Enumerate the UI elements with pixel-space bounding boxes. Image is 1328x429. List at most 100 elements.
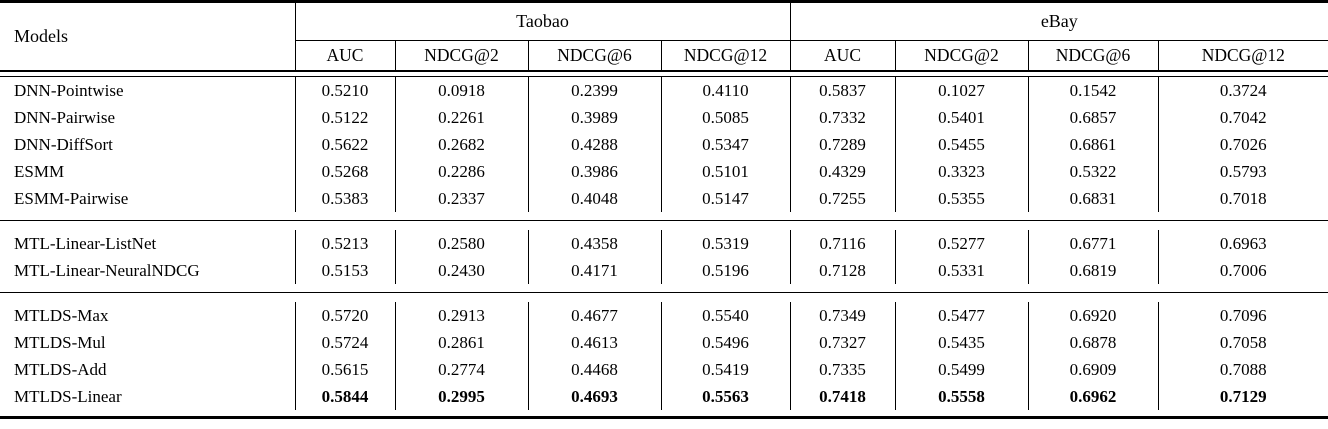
metric-value: 0.5540	[660, 302, 791, 329]
metric-value: 0.7116	[789, 230, 896, 257]
metric-value: 0.5477	[894, 302, 1029, 329]
metric-value: 0.7255	[789, 185, 896, 212]
metric-value: 0.6857	[1027, 104, 1159, 131]
metric-value: 0.7418	[789, 383, 896, 410]
metric-value: 0.5147	[660, 185, 791, 212]
metric-value: 0.5085	[660, 104, 791, 131]
metric-value: 0.6771	[1027, 230, 1159, 257]
metric-value: 0.7042	[1157, 104, 1328, 131]
metric-value: 0.1027	[894, 76, 1029, 104]
section-rule	[0, 220, 1328, 230]
metric-value: 0.6909	[1027, 356, 1159, 383]
table-row: MTLDS-Max 0.5720 0.2913 0.4677 0.5540 0.7349 0…	[0, 302, 1328, 329]
metric-value: 0.5153	[294, 257, 395, 284]
model-name: DNN-DiffSort	[14, 134, 113, 154]
metric-value: 0.2995	[394, 383, 528, 410]
metric-value: 0.1542	[1027, 76, 1159, 104]
metric-value: 0.7128	[789, 257, 896, 284]
model-name: DNN-Pairwise	[14, 107, 116, 127]
metric-value: 0.2861	[394, 329, 528, 356]
section-separator	[0, 212, 1328, 230]
metric-value: 0.7026	[1157, 131, 1328, 158]
table-row: MTLDS-Add 0.5615 0.2774 0.4468 0.5419 0.7335 0…	[0, 356, 1328, 383]
section-rule	[0, 292, 1328, 302]
metric-value: 0.7335	[789, 356, 896, 383]
model-name: ESMM	[14, 161, 65, 181]
metric-value: 0.5558	[894, 383, 1029, 410]
metric-value: 0.7096	[1157, 302, 1328, 329]
metric-value: 0.2337	[394, 185, 528, 212]
metric-value: 0.4288	[527, 131, 661, 158]
metric-value: 0.5724	[294, 329, 395, 356]
metric-value: 0.5563	[660, 383, 791, 410]
metric-value: 0.3986	[527, 158, 661, 185]
column-header-auc: AUC	[789, 40, 896, 71]
metric-value: 0.4677	[527, 302, 661, 329]
metric-value: 0.5213	[294, 230, 395, 257]
table-section: DNN-Pointwise 0.5210 0.0918 0.2399 0.4110 0.5…	[0, 76, 1328, 212]
section-separator	[0, 284, 1328, 302]
metric-value: 0.6878	[1027, 329, 1159, 356]
table-section: MTLDS-Max 0.5720 0.2913 0.4677 0.5540 0.7349 0…	[0, 302, 1328, 410]
model-name: MTLDS-Mul	[14, 332, 106, 352]
metric-value: 0.7018	[1157, 185, 1328, 212]
column-header-auc: AUC	[294, 40, 395, 71]
table-row: ESMM-Pairwise 0.5383 0.2337 0.4048 0.5147 0.7…	[0, 185, 1328, 212]
metric-value: 0.4048	[527, 185, 661, 212]
column-header-ndcg-6: NDCG@6	[1027, 40, 1159, 71]
group-header-ebay: eBay	[789, 1, 1328, 41]
metric-value: 0.5837	[789, 76, 896, 104]
metric-value: 0.7289	[789, 131, 896, 158]
metric-value: 0.2774	[394, 356, 528, 383]
metric-value: 0.5720	[294, 302, 395, 329]
metric-value: 0.5319	[660, 230, 791, 257]
metric-value: 0.5210	[294, 76, 395, 104]
table-section: MTL-Linear-ListNet 0.5213 0.2580 0.4358 0.53…	[0, 230, 1328, 284]
metric-value: 0.7349	[789, 302, 896, 329]
metric-value: 0.0918	[394, 76, 528, 104]
metric-value: 0.6861	[1027, 131, 1159, 158]
metric-value: 0.5355	[894, 185, 1029, 212]
metric-value: 0.2286	[394, 158, 528, 185]
metric-value: 0.7058	[1157, 329, 1328, 356]
metric-value: 0.5277	[894, 230, 1029, 257]
metric-value: 0.5383	[294, 185, 395, 212]
metric-value: 0.7088	[1157, 356, 1328, 383]
metric-value: 0.5455	[894, 131, 1029, 158]
metric-value: 0.2261	[394, 104, 528, 131]
model-name: DNN-Pointwise	[14, 80, 124, 100]
table-row: ESMM 0.5268 0.2286 0.3986 0.5101 0.4329 0.3323…	[0, 158, 1328, 185]
metric-value: 0.4329	[789, 158, 896, 185]
metric-value: 0.4171	[527, 257, 661, 284]
metric-value: 0.4110	[660, 76, 791, 104]
metric-value: 0.3989	[527, 104, 661, 131]
metric-value: 0.7006	[1157, 257, 1328, 284]
metric-value: 0.4693	[527, 383, 661, 410]
table-header: Models Taobao eBay AUC NDCG@2 NDCG@6 NDCG@1…	[0, 1, 1328, 77]
table-row: DNN-Pointwise 0.5210 0.0918 0.2399 0.4110 0.5…	[0, 76, 1328, 104]
metric-value: 0.5496	[660, 329, 791, 356]
metric-value: 0.2682	[394, 131, 528, 158]
metric-value: 0.7327	[789, 329, 896, 356]
table-row: MTLDS-Mul 0.5724 0.2861 0.4613 0.5496 0.7327 0…	[0, 329, 1328, 356]
metric-value: 0.2580	[394, 230, 528, 257]
metric-value: 0.5196	[660, 257, 791, 284]
metric-value: 0.6962	[1027, 383, 1159, 410]
metric-value: 0.5622	[294, 131, 395, 158]
metric-value: 0.5322	[1027, 158, 1159, 185]
metric-value: 0.5401	[894, 104, 1029, 131]
metric-value: 0.6831	[1027, 185, 1159, 212]
metric-value: 0.5268	[294, 158, 395, 185]
metric-value: 0.4468	[527, 356, 661, 383]
metric-value: 0.5499	[894, 356, 1029, 383]
models-column-header: Models	[14, 26, 68, 46]
metric-value: 0.5347	[660, 131, 791, 158]
group-header-taobao: Taobao	[294, 1, 791, 41]
metric-value: 0.5122	[294, 104, 395, 131]
metric-value: 0.5793	[1157, 158, 1328, 185]
metric-value: 0.2399	[527, 76, 661, 104]
column-header-ndcg-2: NDCG@2	[894, 40, 1029, 71]
metric-value: 0.2430	[394, 257, 528, 284]
metric-value: 0.6920	[1027, 302, 1159, 329]
